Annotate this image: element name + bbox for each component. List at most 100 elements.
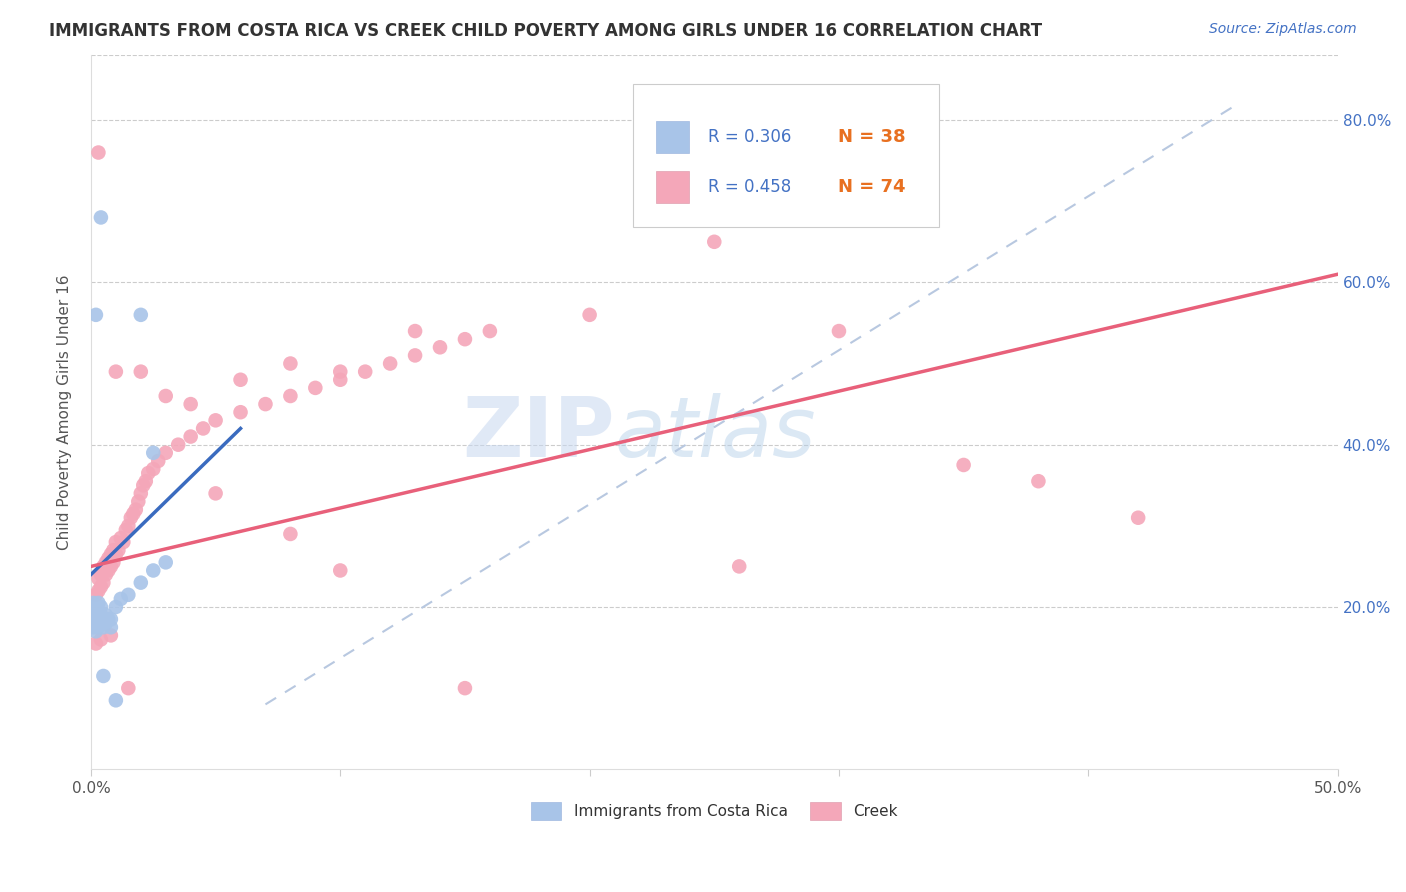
Point — [87, 612, 110, 626]
Point — [354, 365, 377, 379]
Point — [329, 365, 352, 379]
Point — [87, 596, 110, 610]
Point — [155, 389, 177, 403]
Point — [112, 535, 135, 549]
Point — [329, 564, 352, 578]
Point — [304, 381, 326, 395]
Point — [87, 572, 110, 586]
Point — [100, 612, 122, 626]
Point — [100, 628, 122, 642]
Point — [127, 494, 149, 508]
Text: Source: ZipAtlas.com: Source: ZipAtlas.com — [1209, 22, 1357, 37]
Point — [454, 332, 477, 346]
Point — [82, 599, 104, 614]
Point — [90, 616, 112, 631]
Point — [90, 211, 112, 225]
Point — [404, 324, 426, 338]
Point — [82, 620, 104, 634]
Y-axis label: Child Poverty Among Girls Under 16: Child Poverty Among Girls Under 16 — [58, 275, 72, 550]
Point — [120, 510, 142, 524]
Point — [97, 551, 120, 566]
FancyBboxPatch shape — [655, 171, 689, 203]
Point — [280, 389, 302, 403]
Text: R = 0.458: R = 0.458 — [709, 178, 792, 196]
FancyBboxPatch shape — [655, 121, 689, 153]
Point — [129, 486, 152, 500]
FancyBboxPatch shape — [633, 84, 939, 227]
Point — [429, 340, 451, 354]
Point — [94, 555, 117, 569]
Text: R = 0.306: R = 0.306 — [709, 128, 792, 146]
Point — [84, 624, 107, 639]
Point — [87, 620, 110, 634]
Point — [84, 616, 107, 631]
Point — [110, 531, 132, 545]
Point — [100, 620, 122, 634]
Point — [578, 308, 600, 322]
Text: atlas: atlas — [614, 393, 815, 475]
Legend: Immigrants from Costa Rica, Creek: Immigrants from Costa Rica, Creek — [524, 796, 904, 826]
Point — [82, 604, 104, 618]
Point — [103, 543, 125, 558]
Point — [129, 575, 152, 590]
Point — [97, 612, 120, 626]
Point — [280, 357, 302, 371]
Point — [828, 324, 851, 338]
Point — [125, 502, 148, 516]
Point — [104, 693, 127, 707]
Point — [728, 559, 751, 574]
Point — [84, 308, 107, 322]
Point — [454, 681, 477, 695]
Point — [703, 235, 725, 249]
Point — [155, 555, 177, 569]
Point — [117, 588, 139, 602]
Point — [115, 523, 138, 537]
Point — [204, 413, 226, 427]
Point — [94, 616, 117, 631]
Point — [404, 348, 426, 362]
Point — [254, 397, 277, 411]
Point — [94, 567, 117, 582]
Point — [104, 599, 127, 614]
Text: N = 38: N = 38 — [838, 128, 905, 146]
Point — [93, 620, 115, 634]
Point — [110, 591, 132, 606]
Point — [93, 575, 115, 590]
Point — [82, 612, 104, 626]
Point — [90, 599, 112, 614]
Point — [84, 608, 107, 623]
Text: IMMIGRANTS FROM COSTA RICA VS CREEK CHILD POVERTY AMONG GIRLS UNDER 16 CORRELATI: IMMIGRANTS FROM COSTA RICA VS CREEK CHIL… — [49, 22, 1042, 40]
Point — [100, 559, 122, 574]
Point — [191, 421, 214, 435]
Point — [93, 559, 115, 574]
Point — [204, 486, 226, 500]
Point — [135, 474, 157, 488]
Point — [90, 580, 112, 594]
Point — [94, 608, 117, 623]
Point — [107, 543, 129, 558]
Point — [129, 308, 152, 322]
Point — [378, 357, 401, 371]
Point — [93, 669, 115, 683]
Point — [84, 636, 107, 650]
Point — [84, 612, 107, 626]
Point — [117, 681, 139, 695]
Text: N = 74: N = 74 — [838, 178, 905, 196]
Point — [117, 519, 139, 533]
Point — [142, 446, 165, 460]
Point — [167, 438, 190, 452]
Point — [136, 466, 159, 480]
Point — [132, 478, 155, 492]
Point — [93, 612, 115, 626]
Point — [97, 564, 120, 578]
Point — [180, 429, 202, 443]
Point — [82, 616, 104, 631]
Point — [478, 324, 501, 338]
Point — [142, 564, 165, 578]
Point — [155, 446, 177, 460]
Point — [229, 405, 252, 419]
Point — [84, 588, 107, 602]
Point — [104, 547, 127, 561]
Point — [90, 567, 112, 582]
Point — [90, 632, 112, 647]
